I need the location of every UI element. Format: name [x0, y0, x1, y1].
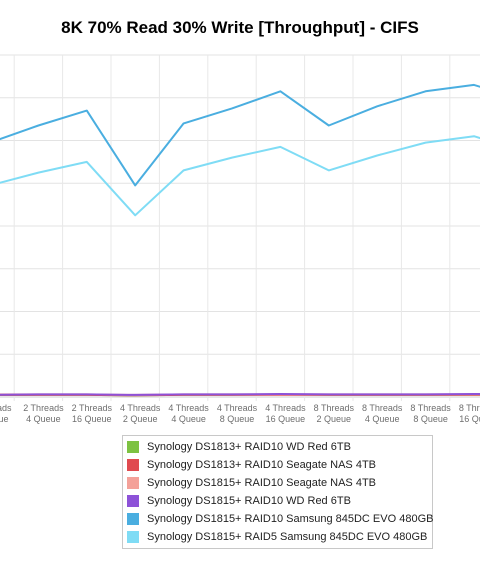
chart-title: 8K 70% Read 30% Write [Throughput] - CIF… — [61, 18, 419, 37]
x-tick-label: 8 Threads — [459, 403, 480, 413]
legend-item: Synology DS1813+ RAID10 WD Red 6TB — [127, 438, 428, 456]
x-tick-label: 16 Queue — [266, 414, 306, 424]
series-line-5 — [0, 83, 480, 187]
x-tick-label: 8 Queue — [220, 414, 255, 424]
legend-item: Synology DS1813+ RAID10 Seagate NAS 4TB — [127, 456, 428, 474]
legend-item: Synology DS1815+ RAID10 Seagate NAS 4TB — [127, 474, 428, 492]
x-tick-label: 16 Queue — [459, 414, 480, 424]
legend-swatch — [127, 477, 139, 489]
x-tick-label: Threads — [0, 403, 12, 413]
x-tick-label: 4 Queue — [26, 414, 61, 424]
legend-swatch — [127, 459, 139, 471]
legend-swatch — [127, 495, 139, 507]
legend-item: Synology DS1815+ RAID5 Samsung 845DC EVO… — [127, 528, 428, 546]
legend-label: Synology DS1813+ RAID10 WD Red 6TB — [147, 441, 351, 453]
legend-swatch — [127, 531, 139, 543]
x-tick-label: Queue — [0, 414, 9, 424]
x-tick-label: 4 Threads — [265, 403, 306, 413]
x-tick-label: 4 Threads — [120, 403, 161, 413]
x-tick-label: 4 Queue — [171, 414, 206, 424]
legend-label: Synology DS1815+ RAID10 Seagate NAS 4TB — [147, 477, 376, 489]
legend-item: Synology DS1815+ RAID10 WD Red 6TB — [127, 492, 428, 510]
x-tick-label: 16 Queue — [72, 414, 112, 424]
legend-label: Synology DS1815+ RAID10 Samsung 845DC EV… — [147, 513, 434, 525]
x-tick-label: 8 Threads — [410, 403, 451, 413]
x-tick-label: 8 Threads — [362, 403, 403, 413]
x-tick-label: 8 Threads — [314, 403, 355, 413]
legend-label: Synology DS1815+ RAID10 WD Red 6TB — [147, 495, 351, 507]
legend-label: Synology DS1815+ RAID5 Samsung 845DC EVO… — [147, 531, 428, 543]
x-tick-label: 8 Queue — [413, 414, 448, 424]
series-line-6 — [0, 135, 480, 217]
x-tick-label: 2 Queue — [317, 414, 352, 424]
series-line-4 — [0, 393, 480, 396]
x-tick-label: 4 Queue — [365, 414, 400, 424]
x-tick-label: 2 Threads — [23, 403, 64, 413]
legend-item: Synology DS1815+ RAID10 Samsung 845DC EV… — [127, 510, 433, 528]
legend-swatch — [127, 441, 139, 453]
legend-swatch — [127, 513, 139, 525]
x-tick-label: 2 Queue — [123, 414, 158, 424]
legend-label: Synology DS1813+ RAID10 Seagate NAS 4TB — [147, 459, 376, 471]
x-tick-label: 2 Threads — [72, 403, 113, 413]
chart-legend: Synology DS1813+ RAID10 WD Red 6TB Synolo… — [122, 435, 433, 549]
x-tick-label: 4 Threads — [217, 403, 258, 413]
x-tick-label: 4 Threads — [168, 403, 209, 413]
